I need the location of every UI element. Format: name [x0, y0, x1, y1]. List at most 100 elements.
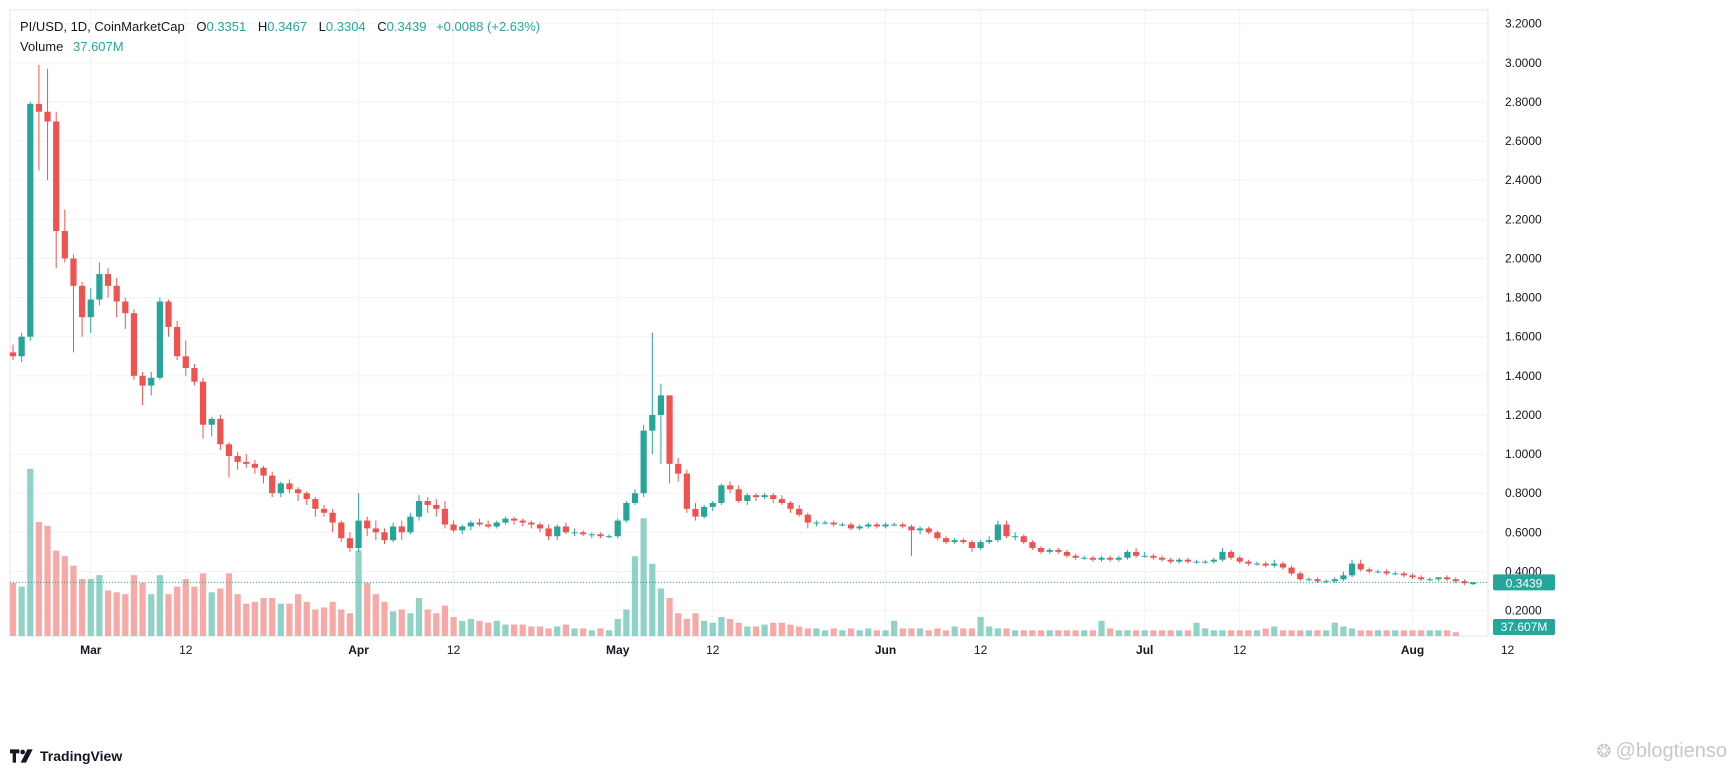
volume-bar — [1193, 622, 1200, 636]
volume-bar — [424, 609, 431, 636]
volume-bar — [1063, 630, 1071, 636]
volume-bar — [450, 617, 457, 636]
candle-body — [234, 456, 241, 462]
volume-bar — [294, 594, 302, 636]
volume-bar — [588, 630, 595, 636]
volume-bar — [744, 626, 751, 636]
volume-bar — [1020, 630, 1027, 636]
y-tick-label: 0.2000 — [1505, 604, 1542, 618]
volume-bar — [1219, 630, 1226, 636]
candle-body — [847, 524, 855, 529]
candle-body — [269, 475, 276, 494]
volume-bar — [1253, 630, 1261, 636]
volume-bar — [415, 598, 423, 636]
volume-bar — [1124, 630, 1131, 636]
candle-body — [459, 526, 466, 531]
candle-body — [761, 495, 768, 498]
volume-bar — [1046, 630, 1053, 636]
low-label: L — [318, 19, 326, 34]
candle-body — [804, 514, 811, 523]
close-value: 0.3439 — [386, 19, 427, 34]
volume-bar — [148, 594, 155, 636]
candle-body — [916, 528, 924, 531]
candle-body — [545, 528, 552, 537]
candle-body — [191, 367, 198, 382]
candle-body — [1167, 559, 1174, 562]
tradingview-branding[interactable]: TradingView — [10, 744, 122, 768]
volume-bar — [260, 598, 267, 636]
candle-body — [813, 522, 820, 524]
candle-body — [839, 524, 846, 526]
volume-bar — [1202, 628, 1209, 636]
volume-bar — [605, 630, 613, 636]
candle-body — [1124, 551, 1131, 558]
volume-bar — [1227, 630, 1235, 636]
change-value: +0.0088 (+2.63%) — [436, 19, 541, 34]
volume-bar — [796, 626, 803, 636]
candle-body — [1029, 542, 1036, 548]
candle-body — [571, 532, 578, 534]
volume-bar — [631, 556, 639, 636]
volume-bar — [994, 628, 1001, 636]
volume-bar — [459, 620, 466, 636]
volume-bar — [1176, 630, 1183, 636]
volume-bar — [476, 620, 483, 636]
volume-bar — [199, 573, 207, 636]
candle-body — [1443, 577, 1451, 580]
candle-body — [243, 461, 250, 464]
candle-body — [873, 524, 881, 527]
candle-body — [1202, 561, 1209, 563]
symbol-title[interactable]: PI/USD, 1D, CoinMarketCap — [20, 19, 185, 34]
candle-body — [1461, 581, 1468, 584]
watermark-text: @blogtienso — [1615, 740, 1727, 762]
candle-body — [899, 524, 906, 527]
candle-body — [122, 301, 129, 314]
volume-legend[interactable]: Volume 37.607M — [20, 39, 124, 54]
candle-body — [1262, 563, 1269, 566]
candle-body — [1020, 536, 1027, 543]
volume-bar — [53, 550, 60, 636]
candle-body — [165, 301, 172, 327]
volume-bar — [761, 624, 768, 636]
x-tick-label: 12 — [1501, 643, 1515, 657]
candle-body — [1426, 579, 1433, 581]
volume-bar — [493, 620, 500, 636]
candle-body — [139, 375, 146, 386]
candle-body — [778, 499, 785, 503]
volume-bar — [1167, 630, 1174, 636]
x-tick-label: 12 — [179, 643, 193, 657]
volume-bar — [441, 605, 449, 636]
volume-bar — [79, 579, 86, 636]
x-tick-label: Apr — [348, 643, 369, 657]
volume-bar — [87, 579, 94, 636]
candle-body — [70, 258, 77, 286]
candle-body — [1400, 573, 1407, 576]
volume-bar — [35, 522, 43, 636]
volume-bar — [277, 603, 284, 636]
candle-body — [35, 103, 43, 112]
candle-body — [1452, 579, 1459, 582]
candle-body — [381, 532, 388, 541]
volume-bar — [303, 601, 310, 636]
y-tick-label: 1.8000 — [1505, 291, 1542, 305]
volume-bar — [847, 628, 855, 636]
candle-body — [649, 414, 656, 431]
symbol-legend[interactable]: PI/USD, 1D, CoinMarketCap O0.3351 H0.346… — [20, 19, 546, 34]
x-tick-label: 12 — [974, 643, 988, 657]
volume-bar — [104, 590, 112, 636]
volume-bar — [925, 630, 932, 636]
candle-body — [1115, 557, 1122, 560]
open-value: 0.3351 — [206, 19, 247, 34]
volume-bar — [1150, 630, 1157, 636]
candle-body — [1271, 563, 1278, 566]
volume-bar — [18, 586, 25, 636]
volume-bar — [1098, 620, 1105, 636]
volume-bar — [390, 611, 397, 636]
candle-body — [1366, 569, 1373, 572]
volume-bar — [70, 565, 77, 636]
candle-body — [1193, 561, 1200, 563]
volume-bar — [329, 601, 336, 636]
x-tick-label: Mar — [80, 643, 102, 657]
